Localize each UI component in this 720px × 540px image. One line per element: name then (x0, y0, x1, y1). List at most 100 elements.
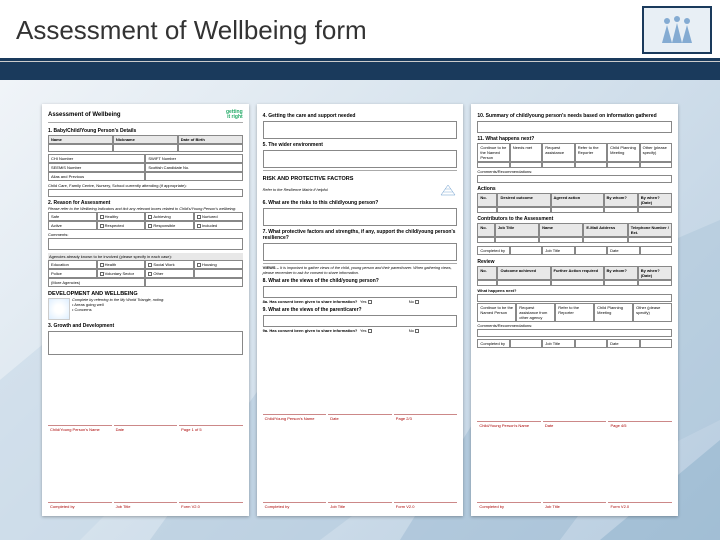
field-wnext[interactable] (477, 294, 672, 302)
field-s9[interactable] (263, 315, 458, 327)
field-s7[interactable] (263, 243, 458, 261)
rr4[interactable] (604, 280, 638, 286)
label-other: Other (145, 269, 194, 278)
nh3[interactable]: Refer to the Reporter (555, 303, 594, 322)
section-2-title: 2. Reason for Assessment (48, 200, 243, 206)
jobtitle-field[interactable] (575, 246, 607, 255)
footer2-ver: Form V2.0 (394, 502, 458, 510)
footer2-comp: Completed by (263, 502, 327, 510)
o2d[interactable] (575, 162, 607, 168)
footer3-page: Page 4/5 (608, 421, 672, 429)
ar2[interactable] (497, 207, 550, 213)
section-1-title: 1. Baby/Child/Young Person's Details (48, 128, 243, 134)
rh4: By whom? (604, 266, 638, 280)
s8a-no[interactable]: No (409, 299, 458, 304)
ar3[interactable] (551, 207, 604, 213)
cr3[interactable] (539, 237, 583, 243)
ar1[interactable] (477, 207, 497, 213)
field-comm2[interactable] (477, 329, 672, 337)
opt-row2[interactable] (477, 162, 509, 168)
cr1[interactable] (477, 237, 494, 243)
opt-5[interactable]: Child Planning Meeting (607, 143, 639, 162)
label-included: Included (194, 221, 243, 230)
page3-footer2: Completed by Job Title Form V2.0 (477, 502, 672, 510)
footer-page: Page 1 of 5 (179, 425, 243, 433)
label-dob: Date of Birth (178, 135, 243, 144)
compby-label: Completed by (477, 246, 509, 255)
label-police: Police (48, 269, 97, 278)
ah2: Desired outcome (497, 193, 550, 207)
footer-comp: Completed by (48, 502, 112, 510)
footer3-comp: Completed by (477, 502, 541, 510)
date-field[interactable] (640, 246, 672, 255)
field-comm[interactable] (477, 175, 672, 183)
field-nickname[interactable] (113, 144, 178, 152)
s9a-no[interactable]: No (409, 328, 458, 333)
o2e[interactable] (607, 162, 639, 168)
field-more[interactable] (145, 278, 242, 287)
section-2-note: Please refer to the Wellbeing Indicators… (48, 207, 243, 211)
field-comments[interactable] (48, 238, 243, 250)
nh2[interactable]: Request assistance from other agency (516, 303, 555, 322)
field-growth[interactable] (48, 331, 243, 355)
rr1[interactable] (477, 280, 497, 286)
page1-footer2: Completed by Job Title Form V2.0 (48, 502, 243, 510)
field-dob[interactable] (178, 144, 243, 152)
label-alias: Alias and Previous (48, 172, 145, 181)
form-page-3: 10. Summary of child/young person's need… (471, 104, 678, 516)
compby2-label: Completed by (477, 339, 509, 348)
section-5-title: 5. The wider environment (263, 142, 458, 148)
page3-footer: Child/Young Person's Name Date Page 4/5 (477, 421, 672, 429)
o2b[interactable] (510, 162, 542, 168)
page2-footer: Child/Young Person's Name Date Page 2/3 (263, 414, 458, 422)
opt-4[interactable]: Refer to the Reporter (575, 143, 607, 162)
ar5[interactable] (638, 207, 672, 213)
nh5[interactable]: Other (please specify) (633, 303, 672, 322)
opt-3[interactable]: Request assistance (542, 143, 574, 162)
section-8-title: 8. What are the views of the child/young… (263, 278, 458, 284)
field-alias[interactable] (145, 172, 242, 181)
rr5[interactable] (638, 280, 672, 286)
nh1[interactable]: Continue to be the Named Person (477, 303, 516, 322)
s8a-yes[interactable]: Yes (360, 299, 409, 304)
field-s10[interactable] (477, 121, 672, 133)
section-7-title: 7. What protective factors and strengths… (263, 229, 458, 241)
field-s8[interactable] (263, 286, 458, 298)
field-s6[interactable] (263, 208, 458, 226)
cr2[interactable] (495, 237, 539, 243)
field-s4[interactable] (263, 121, 458, 139)
rr2[interactable] (497, 280, 550, 286)
section-4-title: 4. Getting the care and support needed (263, 113, 458, 119)
o2f[interactable] (640, 162, 672, 168)
ah5: By when? (Date) (638, 193, 672, 207)
jobtitle-label: Job Title (542, 246, 574, 255)
rh2: Outcome achieved (497, 266, 550, 280)
label-more: (More Agencies) (48, 278, 145, 287)
jobtitle2-field[interactable] (575, 339, 607, 348)
field-s5[interactable] (263, 150, 458, 168)
cr4[interactable] (583, 237, 627, 243)
comm2-label: Comments/Recommendations: (477, 323, 672, 328)
o2c[interactable] (542, 162, 574, 168)
footer3-ver: Form V2.0 (608, 502, 672, 510)
comments-label: Comments: (48, 232, 243, 237)
label-active: Active (48, 221, 97, 230)
field-care-centre[interactable] (48, 189, 243, 197)
field-name[interactable] (48, 144, 113, 152)
opt-2[interactable]: Needs met (510, 143, 542, 162)
nh4[interactable]: Child Planning Meeting (594, 303, 633, 322)
contrib-title: Contributors to the Assessment (477, 216, 672, 222)
opt-1[interactable]: Continue to be the Named Person (477, 143, 509, 162)
date-label: Date (607, 246, 639, 255)
compby-field[interactable] (510, 246, 542, 255)
label-safe: Safe (48, 212, 97, 221)
footer2-job: Job Title (328, 502, 392, 510)
cr5[interactable] (628, 237, 672, 243)
rr3[interactable] (551, 280, 604, 286)
ar4[interactable] (604, 207, 638, 213)
s9a-yes[interactable]: Yes (360, 328, 409, 333)
date2-field[interactable] (640, 339, 672, 348)
slide-header: Assessment of Wellbeing form (0, 0, 720, 62)
compby2-field[interactable] (510, 339, 542, 348)
opt-6[interactable]: Other (please specify) (640, 143, 672, 162)
